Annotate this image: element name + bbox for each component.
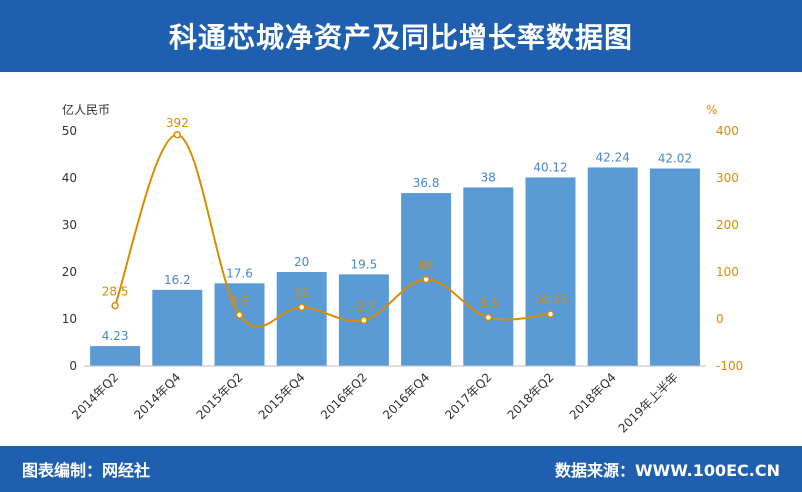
growth-value-label: 28.5 — [102, 285, 129, 299]
x-tick-label: 2014年Q4 — [131, 370, 183, 422]
y2-tick-label: -100 — [716, 359, 743, 373]
x-tick-label: 2018年Q4 — [567, 370, 619, 422]
bar-value-label: 38 — [481, 170, 496, 184]
bar — [587, 167, 638, 366]
growth-point — [297, 303, 306, 311]
chart-canvas: 亿人民币 % 0 10 20 30 40 50 -100 0 100 200 300 400 4.23 16.… — [62, 102, 744, 436]
growth-value-label: -2.7 — [352, 299, 375, 313]
x-tick-label: 2015年Q4 — [256, 370, 308, 422]
y-axis-title: 亿人民币 — [62, 102, 110, 117]
y-tick-label: 20 — [62, 265, 77, 279]
x-tick-label: 2014年Q2 — [69, 370, 121, 422]
y-tick-label: 50 — [62, 124, 77, 138]
y2-tick-label: 100 — [716, 265, 739, 279]
y2-tick-label: 0 — [716, 312, 724, 326]
growth-value-label: 8.6 — [230, 294, 249, 308]
growth-point — [546, 310, 555, 318]
x-tick-label: 2015年Q2 — [194, 370, 246, 422]
bar — [90, 346, 141, 366]
growth-point — [484, 313, 493, 322]
growth-value-label: 25 — [294, 286, 309, 300]
bar-value-label: 40.12 — [533, 160, 567, 174]
y2-tick-label: 200 — [716, 218, 739, 232]
y-tick-label: 40 — [62, 171, 77, 185]
growth-value-label: 392 — [166, 116, 189, 130]
y2-axis-title: % — [706, 103, 717, 117]
bar-value-label: 16.2 — [164, 273, 191, 287]
bar-value-label: 42.02 — [658, 152, 692, 166]
y-tick-label: 0 — [69, 359, 77, 373]
x-tick-label: 2017年Q2 — [442, 370, 494, 422]
x-tick-label: 2019年上半年 — [616, 370, 681, 435]
bar — [214, 283, 265, 366]
bar-value-label: 20 — [294, 255, 309, 269]
x-tick-label: 2018年Q2 — [505, 370, 557, 422]
bar — [276, 272, 327, 366]
growth-value-label: 84 — [418, 259, 433, 273]
bar-value-label: 36.8 — [413, 176, 440, 190]
bar — [152, 289, 203, 366]
growth-point — [235, 311, 244, 319]
bar-value-label: 19.5 — [351, 257, 378, 271]
bar — [649, 168, 700, 366]
header-bar: 科通芯城净资产及同比增长率数据图 — [0, 0, 802, 72]
growth-point — [360, 316, 368, 325]
y-tick-label: 10 — [62, 312, 77, 326]
bar — [525, 177, 576, 366]
growth-value-label: 10.25 — [533, 293, 567, 307]
footer-bar: 图表编制：网经社 数据来源：WWW.100EC.CN — [0, 446, 802, 492]
growth-point — [422, 275, 430, 284]
x-tick-label: 2016年Q2 — [318, 370, 370, 422]
growth-point — [111, 301, 119, 310]
bar-value-label: 42.24 — [596, 150, 630, 164]
chart-title: 科通芯城净资产及同比增长率数据图 — [168, 21, 633, 54]
bar-value-label: 17.6 — [226, 266, 253, 280]
footer-source: 数据来源：WWW.100EC.CN — [554, 461, 780, 480]
y-tick-label: 30 — [62, 218, 77, 232]
y2-tick-label: 300 — [716, 171, 739, 185]
x-tick-label: 2016年Q4 — [380, 370, 432, 422]
footer-credit: 图表编制：网经社 — [22, 461, 151, 480]
growth-value-label: 3.3 — [479, 296, 498, 310]
bar-value-label: 4.23 — [102, 329, 129, 343]
growth-point — [173, 131, 182, 139]
y2-tick-label: 400 — [716, 124, 739, 138]
bar — [463, 187, 514, 366]
